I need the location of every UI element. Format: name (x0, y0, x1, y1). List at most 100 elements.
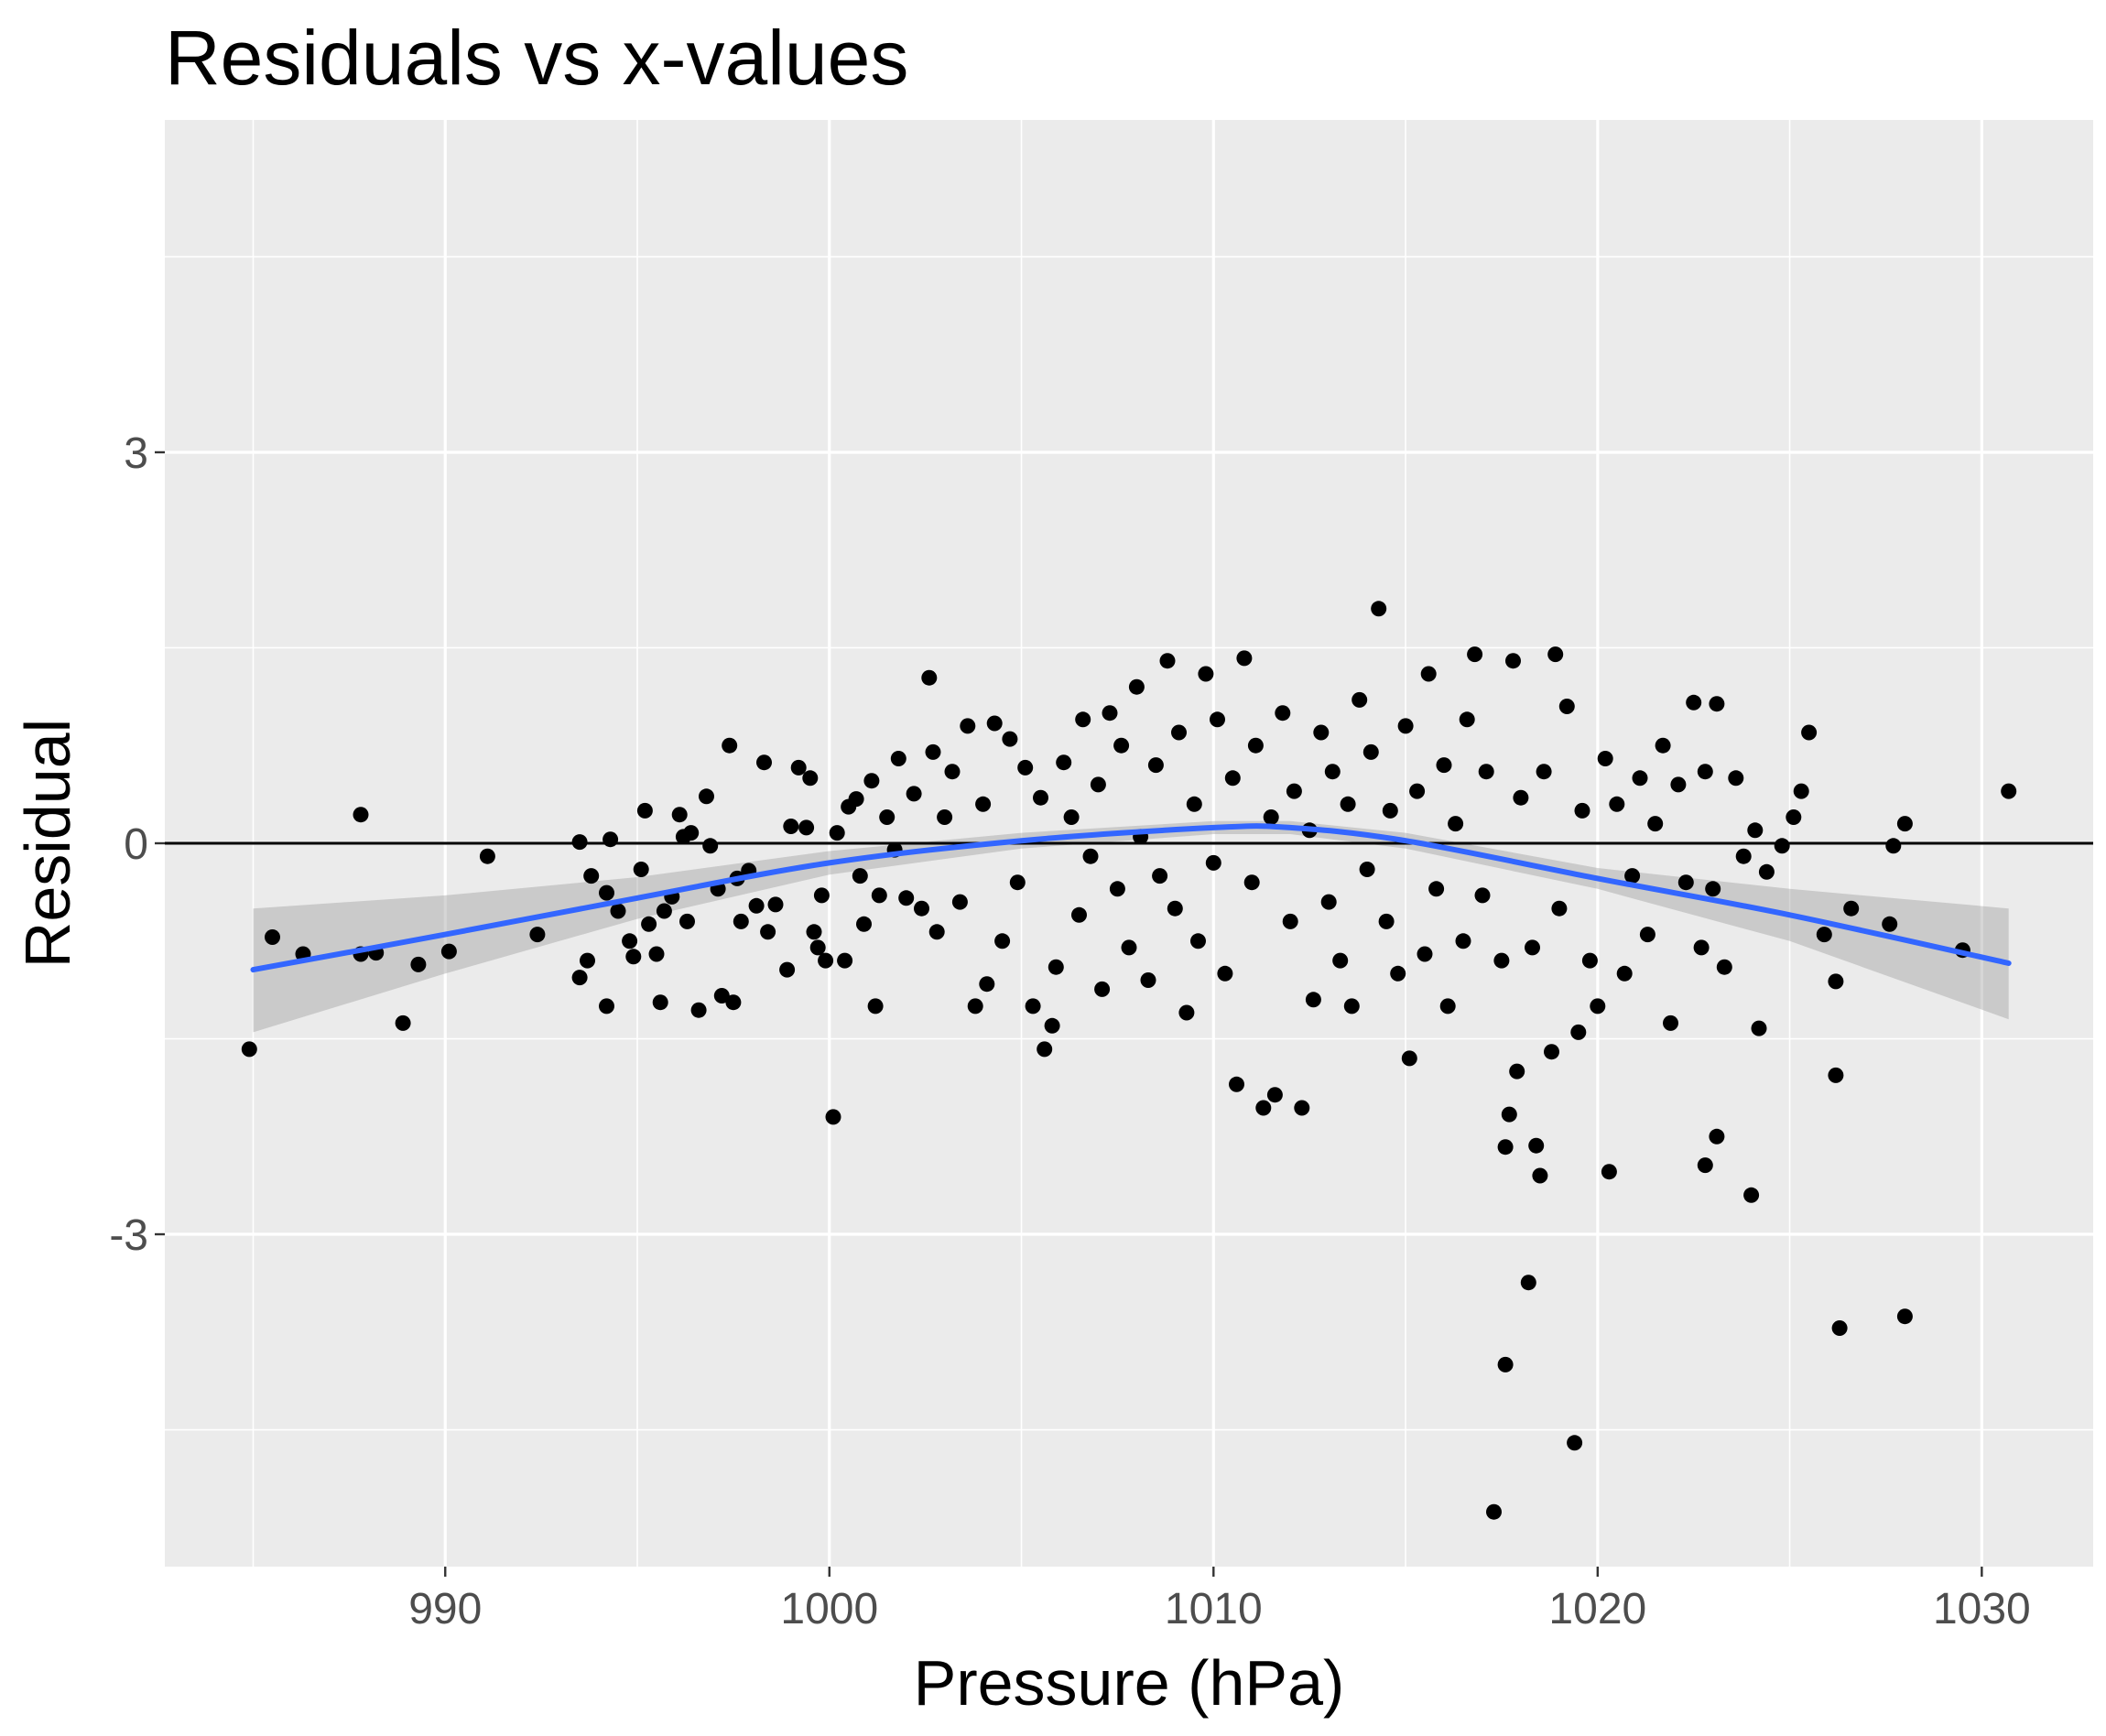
smooth-fit-line (250, 823, 2012, 973)
data-point (937, 809, 953, 825)
data-point (825, 1109, 841, 1125)
data-point (1520, 1275, 1536, 1291)
data-point (1305, 992, 1321, 1008)
data-point (1048, 959, 1064, 975)
data-point (1147, 757, 1164, 774)
data-point (1677, 874, 1694, 891)
chart-title: Residuals vs x-values (165, 15, 908, 101)
data-point (1009, 874, 1026, 891)
data-point (1570, 1024, 1587, 1040)
data-point (914, 900, 929, 917)
data-point (1428, 881, 1445, 897)
data-point (1647, 816, 1664, 832)
data-point (1113, 737, 1130, 754)
data-point (622, 933, 638, 949)
data-point (1747, 822, 1764, 839)
data-point (1340, 796, 1356, 812)
data-point (648, 946, 665, 962)
data-point (756, 754, 772, 771)
data-point (641, 916, 657, 932)
data-point (967, 998, 983, 1014)
data-point (1567, 1435, 1583, 1451)
data-point (1417, 946, 1433, 962)
data-point (1439, 998, 1456, 1014)
data-point (1896, 816, 1913, 832)
data-point (610, 903, 626, 919)
x-axis-title: Pressure (hPa) (914, 1647, 1345, 1719)
data-point (583, 868, 600, 884)
data-point (1397, 718, 1414, 734)
data-point (852, 868, 868, 884)
data-point (1236, 650, 1253, 667)
data-point (790, 759, 807, 776)
data-point (1486, 1503, 1502, 1520)
data-point (809, 939, 826, 956)
data-point (656, 903, 672, 919)
data-point (1609, 796, 1625, 812)
data-point (602, 831, 619, 848)
data-point (1025, 998, 1041, 1014)
y-tick-label: 3 (124, 429, 148, 478)
data-point (1063, 809, 1080, 825)
data-point (1332, 952, 1349, 969)
data-point (1670, 776, 1687, 793)
data-point (856, 916, 872, 932)
data-point (1128, 678, 1145, 695)
data-point (760, 924, 776, 940)
data-point (1551, 900, 1568, 917)
data-point (1378, 913, 1395, 929)
data-point (1359, 862, 1375, 877)
data-point (802, 770, 819, 787)
data-point (1247, 737, 1264, 754)
data-point (960, 718, 976, 734)
data-point (1896, 1308, 1913, 1325)
data-point (1709, 1128, 1725, 1145)
data-point (353, 807, 369, 823)
data-point (1509, 1063, 1525, 1080)
data-point (1186, 796, 1202, 812)
data-point (1436, 757, 1452, 774)
data-point (1420, 666, 1437, 682)
data-point (975, 796, 992, 812)
data-point (1266, 1087, 1283, 1103)
data-point (829, 825, 845, 841)
data-point (837, 952, 853, 969)
data-point (1102, 705, 1118, 722)
data-point (679, 913, 695, 929)
data-point (1401, 1050, 1417, 1067)
data-point (1513, 789, 1529, 806)
data-point (921, 669, 938, 686)
data-point (722, 737, 738, 754)
data-point (1478, 764, 1494, 780)
data-point (848, 791, 864, 808)
data-point (410, 956, 427, 972)
data-point (986, 715, 1003, 732)
data-point (1574, 802, 1590, 819)
data-point (1728, 770, 1744, 787)
data-point (1828, 1067, 1844, 1083)
data-point (863, 773, 880, 789)
data-point (599, 884, 614, 901)
x-tick-label: 1010 (1165, 1585, 1263, 1633)
data-point (1581, 952, 1598, 969)
data-point (1624, 868, 1641, 884)
data-point (699, 788, 714, 805)
data-point (879, 809, 896, 825)
data-point (1448, 816, 1464, 832)
data-point (690, 1002, 707, 1018)
x-axis-ticks: 990 1000 1010 1020 1030 (408, 1567, 2031, 1633)
data-point (1362, 743, 1379, 760)
data-point (994, 933, 1011, 949)
grid-minor (165, 120, 2093, 1567)
data-point (748, 897, 765, 914)
data-point (1121, 939, 1137, 956)
data-point (1474, 887, 1491, 904)
data-point (1590, 998, 1606, 1014)
data-point (1467, 646, 1483, 663)
data-point (652, 994, 668, 1011)
data-point (1371, 601, 1387, 617)
x-tick-label: 1000 (780, 1585, 878, 1633)
data-point (633, 862, 649, 877)
data-point (395, 1014, 411, 1031)
data-point (1497, 1139, 1514, 1156)
